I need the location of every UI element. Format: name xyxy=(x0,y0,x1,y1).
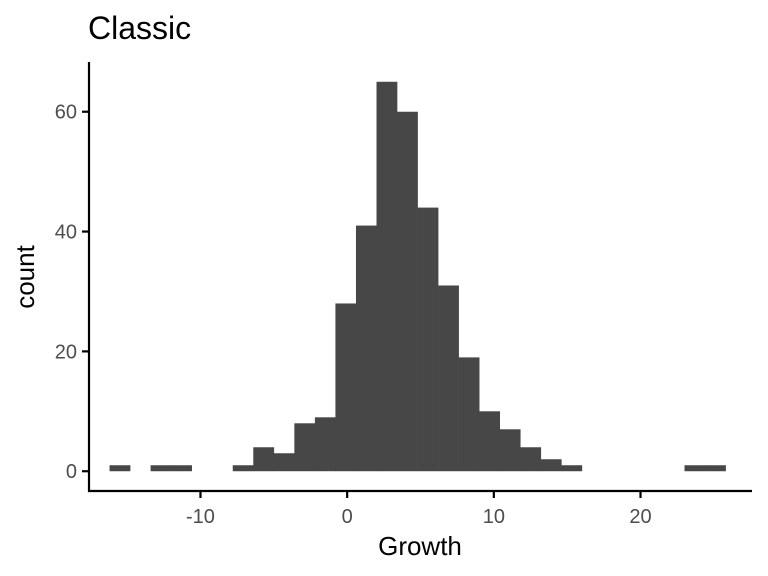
y-tick-label: 0 xyxy=(66,461,77,483)
histogram-bar xyxy=(458,357,480,472)
x-axis-title: Growth xyxy=(378,531,462,561)
x-tick-label: 0 xyxy=(342,506,353,528)
x-axis-ticks: -10 0 10 20 xyxy=(186,491,652,528)
histogram-bar xyxy=(253,447,275,472)
y-tick-label: 20 xyxy=(55,341,77,363)
histogram-bar xyxy=(684,465,706,472)
chart-title: Classic xyxy=(88,10,191,46)
y-axis-title: count xyxy=(10,244,40,308)
y-tick-label: 40 xyxy=(55,222,77,244)
histogram-bar xyxy=(540,459,562,472)
histogram-bar xyxy=(355,225,377,472)
histogram-bar xyxy=(417,207,439,472)
histogram-bar xyxy=(438,285,459,472)
y-axis-ticks: 0 20 40 60 xyxy=(55,102,89,483)
histogram-bar xyxy=(171,465,192,472)
histogram-bar xyxy=(294,423,316,472)
histogram-bar xyxy=(705,465,726,472)
histogram-bar xyxy=(273,453,295,472)
histogram-bar xyxy=(335,303,357,472)
x-tick-label: -10 xyxy=(186,506,215,528)
histogram-bar xyxy=(232,465,254,472)
x-tick-label: 10 xyxy=(483,506,505,528)
histogram-bar xyxy=(376,81,398,472)
histogram-bar xyxy=(109,465,131,472)
histogram-bar xyxy=(499,429,521,472)
histogram-bar xyxy=(561,465,583,472)
histogram-bar xyxy=(314,417,336,472)
histogram-bar xyxy=(150,465,172,472)
y-tick-label: 60 xyxy=(55,102,77,124)
histogram-bar xyxy=(397,111,418,472)
histogram-bar xyxy=(479,411,501,472)
histogram-bars xyxy=(109,81,726,472)
x-tick-label: 20 xyxy=(629,506,651,528)
histogram-bar xyxy=(520,447,542,472)
